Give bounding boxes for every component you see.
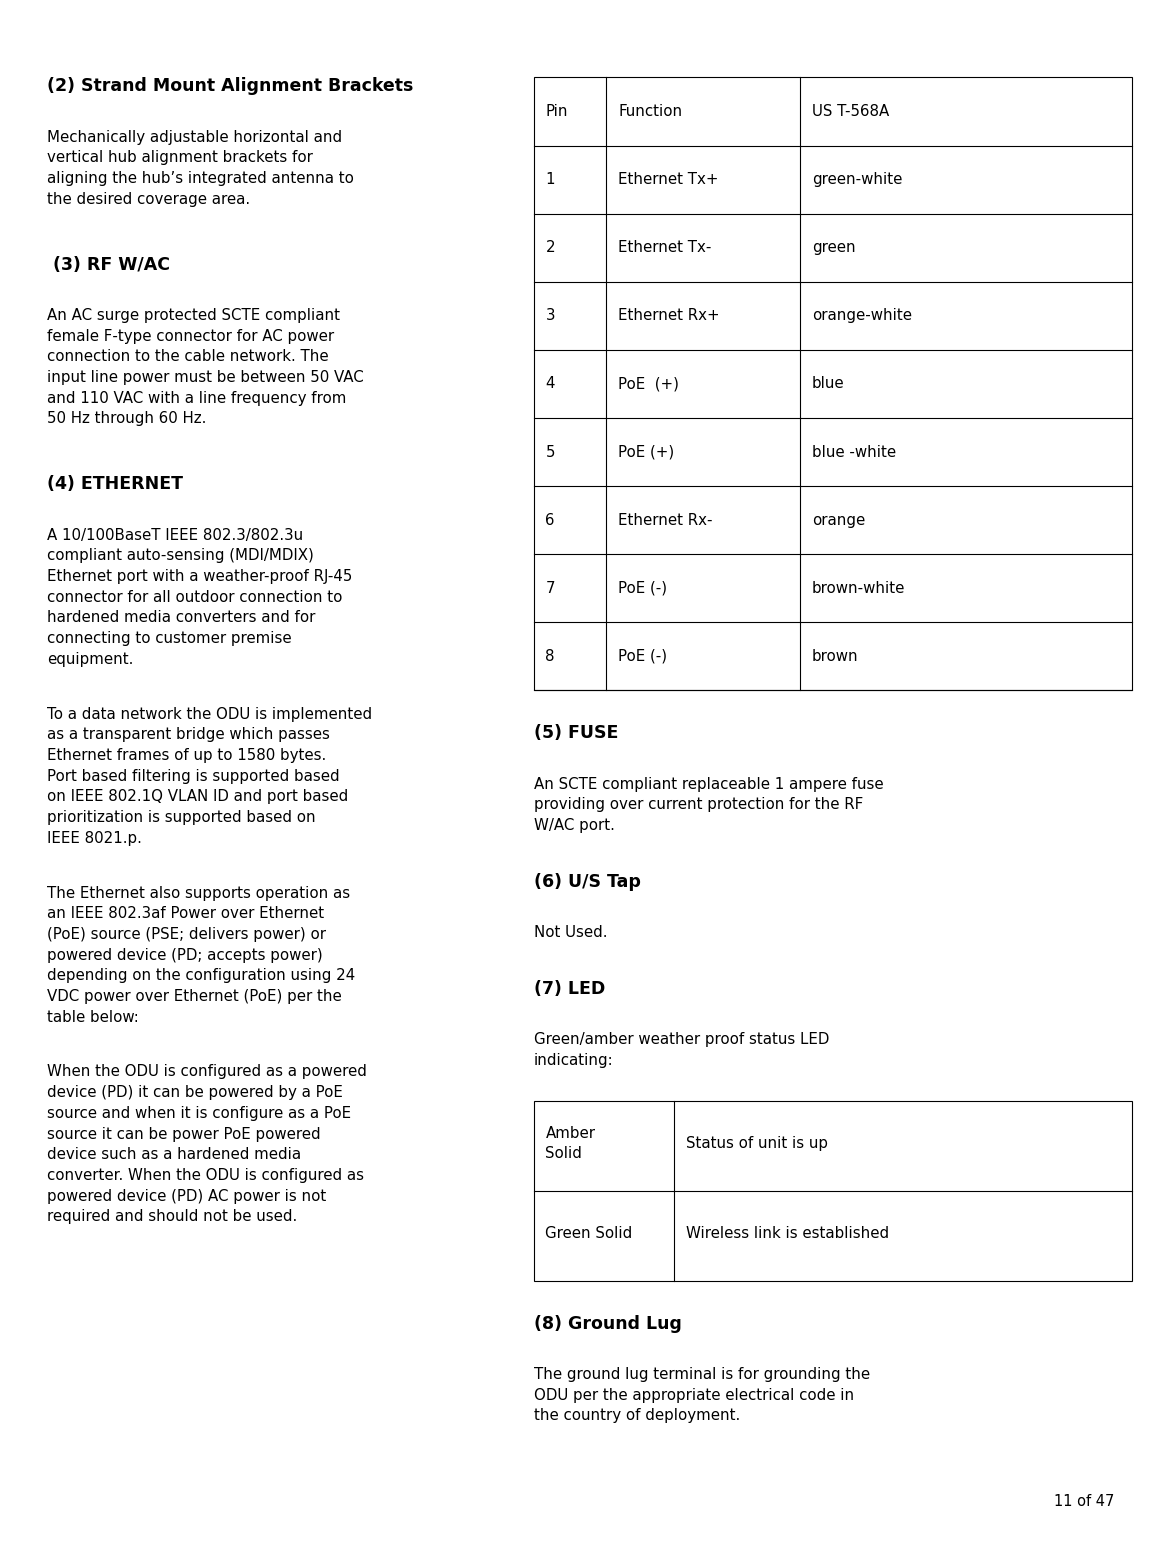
Text: ODU per the appropriate electrical code in: ODU per the appropriate electrical code … — [534, 1387, 854, 1402]
Text: (6) U/S Tap: (6) U/S Tap — [534, 873, 640, 890]
Text: (3) RF W/AC: (3) RF W/AC — [47, 255, 170, 274]
Text: vertical hub alignment brackets for: vertical hub alignment brackets for — [47, 150, 313, 166]
Text: Amber: Amber — [545, 1125, 596, 1141]
Text: IEEE 8021.p.: IEEE 8021.p. — [47, 831, 142, 845]
Text: Solid: Solid — [545, 1146, 582, 1161]
Text: 2: 2 — [545, 240, 555, 255]
Text: VDC power over Ethernet (PoE) per the: VDC power over Ethernet (PoE) per the — [47, 989, 341, 1005]
Text: Status of unit is up: Status of unit is up — [686, 1136, 828, 1150]
Text: Mechanically adjustable horizontal and: Mechanically adjustable horizontal and — [47, 130, 343, 144]
Text: Ethernet port with a weather-proof RJ-45: Ethernet port with a weather-proof RJ-45 — [47, 570, 352, 584]
Text: converter. When the ODU is configured as: converter. When the ODU is configured as — [47, 1167, 364, 1183]
Text: PoE (-): PoE (-) — [618, 580, 667, 596]
Text: connecting to customer premise: connecting to customer premise — [47, 632, 292, 646]
Text: input line power must be between 50 VAC: input line power must be between 50 VAC — [47, 370, 364, 385]
Text: Wireless link is established: Wireless link is established — [686, 1226, 889, 1240]
Text: Not Used.: Not Used. — [534, 926, 608, 940]
Text: blue -white: blue -white — [812, 444, 896, 460]
Text: Ethernet Rx-: Ethernet Rx- — [618, 512, 713, 528]
Text: (5) FUSE: (5) FUSE — [534, 724, 618, 743]
Text: 8: 8 — [545, 649, 555, 664]
Text: 11 of 47: 11 of 47 — [1055, 1494, 1114, 1509]
Text: aligning the hub’s integrated antenna to: aligning the hub’s integrated antenna to — [47, 170, 354, 186]
Text: The ground lug terminal is for grounding the: The ground lug terminal is for grounding… — [534, 1367, 870, 1382]
Text: providing over current protection for the RF: providing over current protection for th… — [534, 797, 863, 813]
Text: orange: orange — [812, 512, 865, 528]
Text: (PoE) source (PSE; delivers power) or: (PoE) source (PSE; delivers power) or — [47, 927, 326, 941]
Text: source it can be power PoE powered: source it can be power PoE powered — [47, 1127, 320, 1141]
Text: Ethernet Tx+: Ethernet Tx+ — [618, 172, 719, 187]
Text: 7: 7 — [545, 580, 555, 596]
Text: Function: Function — [618, 104, 683, 119]
Text: device such as a hardened media: device such as a hardened media — [47, 1147, 301, 1163]
Text: green: green — [812, 240, 855, 255]
Text: orange-white: orange-white — [812, 308, 911, 324]
Text: compliant auto-sensing (MDI/MDIX): compliant auto-sensing (MDI/MDIX) — [47, 548, 314, 563]
Text: powered device (PD) AC power is not: powered device (PD) AC power is not — [47, 1189, 326, 1204]
Text: female F-type connector for AC power: female F-type connector for AC power — [47, 328, 334, 344]
Text: W/AC port.: W/AC port. — [534, 817, 615, 833]
Text: the country of deployment.: the country of deployment. — [534, 1409, 740, 1423]
Text: the desired coverage area.: the desired coverage area. — [47, 192, 250, 207]
Text: (4) ETHERNET: (4) ETHERNET — [47, 475, 183, 494]
Text: on IEEE 802.1Q VLAN ID and port based: on IEEE 802.1Q VLAN ID and port based — [47, 789, 348, 805]
Bar — [534, 1101, 1132, 1280]
Text: hardened media converters and for: hardened media converters and for — [47, 610, 316, 625]
Text: US T-568A: US T-568A — [812, 104, 889, 119]
Text: source and when it is configure as a PoE: source and when it is configure as a PoE — [47, 1105, 351, 1121]
Text: (8) Ground Lug: (8) Ground Lug — [534, 1314, 682, 1333]
Text: PoE  (+): PoE (+) — [618, 376, 679, 392]
Text: An SCTE compliant replaceable 1 ampere fuse: An SCTE compliant replaceable 1 ampere f… — [534, 777, 883, 791]
Text: 3: 3 — [545, 308, 555, 324]
Text: 6: 6 — [545, 512, 555, 528]
Text: Green/amber weather proof status LED: Green/amber weather proof status LED — [534, 1033, 829, 1046]
Text: as a transparent bridge which passes: as a transparent bridge which passes — [47, 728, 330, 741]
Text: connector for all outdoor connection to: connector for all outdoor connection to — [47, 590, 343, 605]
Text: blue: blue — [812, 376, 845, 392]
Text: connection to the cable network. The: connection to the cable network. The — [47, 350, 328, 364]
Text: depending on the configuration using 24: depending on the configuration using 24 — [47, 969, 355, 983]
Text: 4: 4 — [545, 376, 555, 392]
Text: brown: brown — [812, 649, 859, 664]
Text: Pin: Pin — [545, 104, 568, 119]
Text: PoE (+): PoE (+) — [618, 444, 674, 460]
Text: indicating:: indicating: — [534, 1053, 613, 1068]
Text: 50 Hz through 60 Hz.: 50 Hz through 60 Hz. — [47, 412, 206, 426]
Text: PoE (-): PoE (-) — [618, 649, 667, 664]
Text: powered device (PD; accepts power): powered device (PD; accepts power) — [47, 947, 323, 963]
Text: brown-white: brown-white — [812, 580, 906, 596]
Text: prioritization is supported based on: prioritization is supported based on — [47, 810, 316, 825]
Text: table below:: table below: — [47, 1009, 138, 1025]
Text: An AC surge protected SCTE compliant: An AC surge protected SCTE compliant — [47, 308, 340, 324]
Text: equipment.: equipment. — [47, 652, 134, 667]
Text: A 10/100BaseT IEEE 802.3/802.3u: A 10/100BaseT IEEE 802.3/802.3u — [47, 528, 303, 543]
Text: Ethernet Rx+: Ethernet Rx+ — [618, 308, 720, 324]
Text: Green Solid: Green Solid — [545, 1226, 632, 1240]
Text: 1: 1 — [545, 172, 555, 187]
Text: device (PD) it can be powered by a PoE: device (PD) it can be powered by a PoE — [47, 1085, 343, 1101]
Text: (2) Strand Mount Alignment Brackets: (2) Strand Mount Alignment Brackets — [47, 77, 413, 96]
Text: Ethernet frames of up to 1580 bytes.: Ethernet frames of up to 1580 bytes. — [47, 748, 326, 763]
Text: an IEEE 802.3af Power over Ethernet: an IEEE 802.3af Power over Ethernet — [47, 906, 324, 921]
Text: Port based filtering is supported based: Port based filtering is supported based — [47, 769, 339, 783]
Text: Ethernet Tx-: Ethernet Tx- — [618, 240, 712, 255]
Text: (7) LED: (7) LED — [534, 980, 605, 998]
Text: green-white: green-white — [812, 172, 902, 187]
Text: required and should not be used.: required and should not be used. — [47, 1209, 297, 1224]
Text: To a data network the ODU is implemented: To a data network the ODU is implemented — [47, 706, 372, 721]
Text: When the ODU is configured as a powered: When the ODU is configured as a powered — [47, 1065, 367, 1079]
Text: and 110 VAC with a line frequency from: and 110 VAC with a line frequency from — [47, 390, 346, 406]
Text: 5: 5 — [545, 444, 555, 460]
Bar — [534, 77, 1132, 690]
Text: The Ethernet also supports operation as: The Ethernet also supports operation as — [47, 885, 350, 901]
